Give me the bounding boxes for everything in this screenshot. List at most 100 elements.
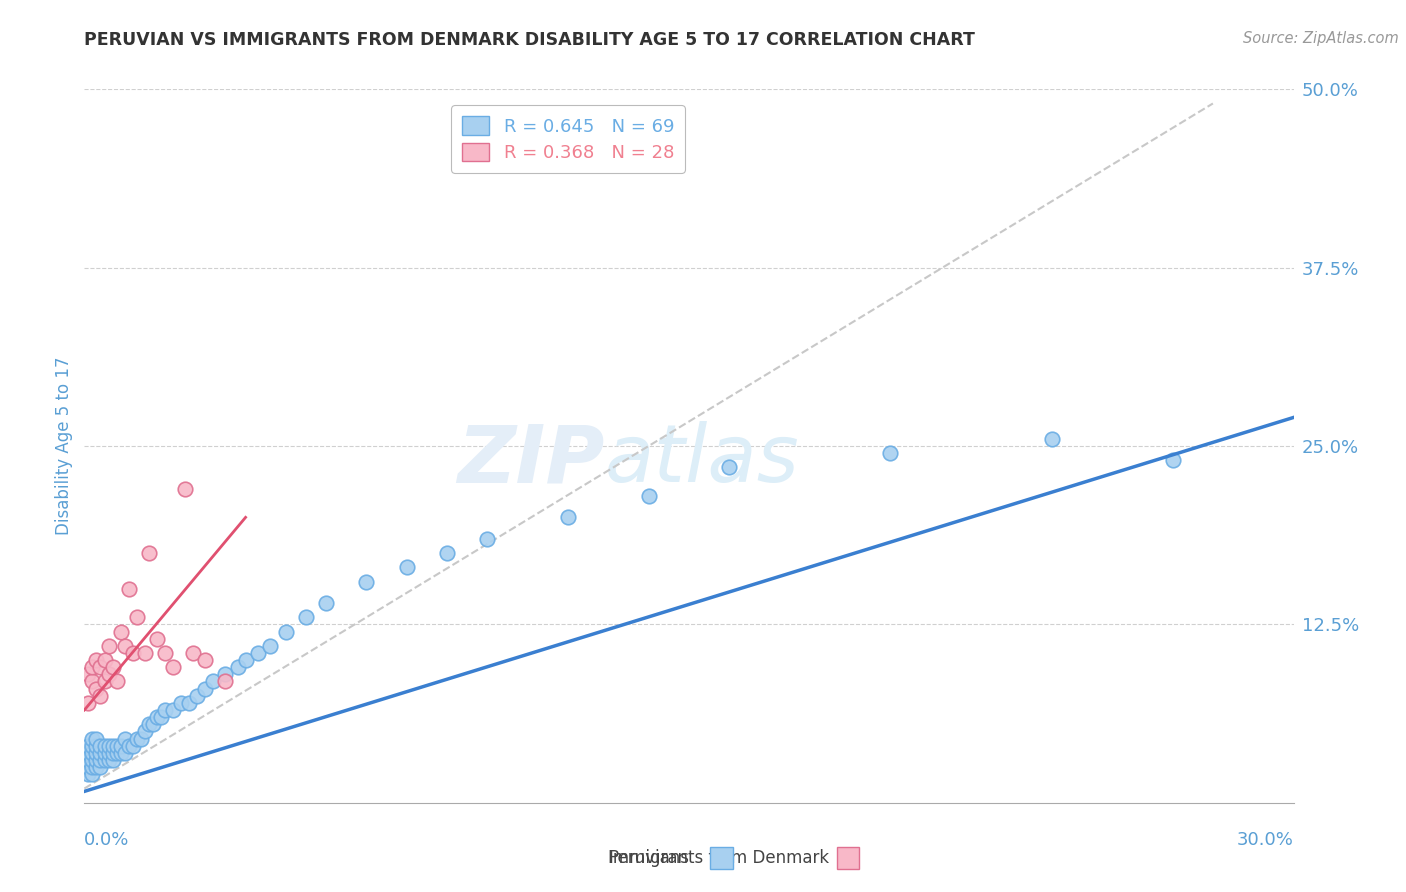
Text: Source: ZipAtlas.com: Source: ZipAtlas.com [1243, 31, 1399, 46]
Text: 30.0%: 30.0% [1237, 831, 1294, 849]
Text: Immigrants from Denmark: Immigrants from Denmark [609, 849, 830, 867]
Point [142, 717, 165, 731]
Point [82, 746, 104, 760]
Point [125, 610, 148, 624]
Point [718, 460, 741, 475]
Point [97, 746, 120, 760]
Point [295, 610, 318, 624]
Point [86, 681, 108, 696]
Point [93, 746, 115, 760]
Point [93, 753, 115, 767]
Point [557, 510, 579, 524]
Point [118, 739, 141, 753]
Point [82, 760, 104, 774]
Point [162, 703, 184, 717]
Point [181, 646, 204, 660]
Point [153, 646, 176, 660]
Point [82, 660, 104, 674]
Text: Peruvians: Peruvians [607, 849, 689, 867]
Point [114, 639, 136, 653]
Point [97, 739, 120, 753]
Point [146, 632, 169, 646]
Point [226, 660, 249, 674]
Point [86, 760, 108, 774]
Text: atlas: atlas [605, 421, 799, 500]
Point [235, 653, 257, 667]
Point [82, 674, 104, 689]
Point [246, 646, 269, 660]
Point [89, 739, 111, 753]
Point [89, 753, 111, 767]
Point [86, 739, 108, 753]
Point [477, 532, 499, 546]
Point [77, 739, 100, 753]
Point [114, 731, 136, 746]
Point [89, 689, 111, 703]
Point [101, 739, 124, 753]
Point [82, 739, 104, 753]
Point [153, 703, 176, 717]
Point [121, 739, 143, 753]
Point [89, 760, 111, 774]
Point [77, 667, 100, 681]
Point [77, 767, 100, 781]
Point [86, 731, 108, 746]
Point [194, 653, 217, 667]
Point [82, 731, 104, 746]
Point [879, 446, 901, 460]
Point [315, 596, 337, 610]
Point [179, 696, 201, 710]
Text: PERUVIAN VS IMMIGRANTS FROM DENMARK DISABILITY AGE 5 TO 17 CORRELATION CHART: PERUVIAN VS IMMIGRANTS FROM DENMARK DISA… [84, 31, 976, 49]
Text: 0.0%: 0.0% [84, 831, 129, 849]
Point [89, 660, 111, 674]
Point [77, 746, 100, 760]
Point [101, 753, 124, 767]
Point [138, 546, 160, 560]
Point [118, 582, 141, 596]
Point [105, 674, 128, 689]
Text: ZIP: ZIP [457, 421, 605, 500]
Point [93, 739, 115, 753]
Point [105, 739, 128, 753]
Point [97, 639, 120, 653]
Y-axis label: Disability Age 5 to 17: Disability Age 5 to 17 [55, 357, 73, 535]
Point [101, 746, 124, 760]
Point [77, 753, 100, 767]
Point [162, 660, 184, 674]
Point [214, 674, 236, 689]
Point [436, 546, 458, 560]
Point [77, 696, 100, 710]
Point [86, 753, 108, 767]
Point [395, 560, 418, 574]
Point [105, 746, 128, 760]
Point [89, 746, 111, 760]
Point [129, 731, 152, 746]
Point [202, 674, 225, 689]
Point [97, 667, 120, 681]
Point [194, 681, 217, 696]
Point [170, 696, 193, 710]
Point [274, 624, 297, 639]
Point [186, 689, 208, 703]
Point [86, 746, 108, 760]
Point [101, 660, 124, 674]
Point [1161, 453, 1184, 467]
Legend: R = 0.645   N = 69, R = 0.368   N = 28: R = 0.645 N = 69, R = 0.368 N = 28 [451, 105, 685, 173]
Point [174, 482, 197, 496]
Point [110, 739, 132, 753]
Point [82, 753, 104, 767]
Point [1040, 432, 1063, 446]
Point [121, 646, 143, 660]
Point [125, 731, 148, 746]
Point [86, 653, 108, 667]
Point [110, 624, 132, 639]
Point [637, 489, 659, 503]
Point [110, 746, 132, 760]
Point [259, 639, 281, 653]
Point [134, 724, 156, 739]
Point [77, 760, 100, 774]
Point [214, 667, 236, 681]
Point [93, 674, 115, 689]
Point [149, 710, 172, 724]
Point [146, 710, 169, 724]
